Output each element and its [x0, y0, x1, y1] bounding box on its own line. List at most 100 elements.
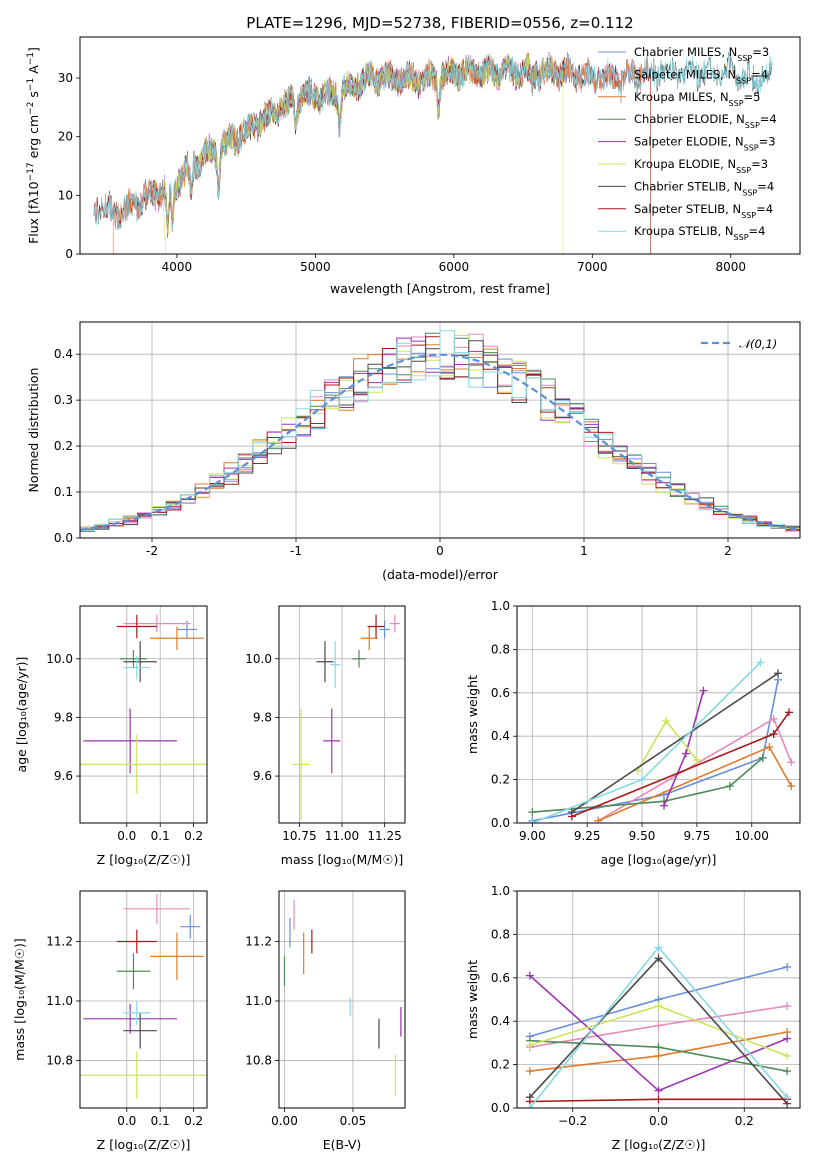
- weight-marker-kroupa-stelib: [783, 1093, 792, 1102]
- x-axis-label: Z [log₁₀(Z/Z☉)]: [97, 852, 191, 867]
- y-tick-label: 0.4: [491, 1014, 510, 1028]
- age-vs-Z-plot: 0.0 0.1 0.2 9.6 9.8 10.0 Z [log₁₀(Z/Z☉)] age [l…: [14, 605, 208, 867]
- legend-label-salpeter-elodie: Salpeter ELODIE, NSSP=3: [634, 135, 776, 153]
- x-tick-label: 0.05: [340, 1114, 367, 1128]
- weight-marker-salpeter-stelib: [567, 812, 576, 821]
- weight-marker-kroupa-stelib: [654, 943, 663, 952]
- errorbar-kroupa-stelib: [330, 641, 341, 689]
- weight-line-chabrier-miles: [532, 679, 779, 822]
- legend-label-sub: SSP: [736, 166, 751, 175]
- y-tick-label: 0.6: [491, 686, 510, 700]
- y-axis-label-part: 10: [26, 181, 41, 197]
- age-vs-mass-plot: 10.75 11.00 11.25 9.6 9.8 10.0 mass [log₁₀(M/M…: [245, 605, 406, 867]
- y-tick-label: 10: [58, 188, 73, 202]
- grid-lines: [517, 605, 800, 824]
- weight-marker-salpeter-miles: [783, 1002, 792, 1011]
- y-tick-label: 1.0: [491, 884, 510, 898]
- legend-label-tail: =4: [751, 67, 768, 81]
- weight-marker-salpeter-miles: [787, 758, 796, 767]
- y-tick-label: 10.0: [46, 652, 73, 666]
- y-axis-label-part: −1: [26, 52, 36, 65]
- legend-label-kroupa-elodie: Kroupa ELODIE, NSSP=3: [634, 157, 768, 175]
- y-axis-label: mass weight: [465, 675, 480, 754]
- legend-label-sub: SSP: [734, 233, 749, 242]
- errorbar-salpeter-stelib: [116, 929, 157, 954]
- weight-marker-chabrier-elodie: [725, 782, 734, 791]
- weight-marker-kroupa-stelib: [638, 775, 647, 784]
- y-tick-label: 30: [58, 71, 73, 85]
- x-tick-label: 9.50: [629, 829, 656, 843]
- errorbar-salpeter-elodie: [83, 1003, 177, 1034]
- errorbar-kroupa-stelib: [123, 655, 151, 680]
- x-tick-label: −0.2: [558, 1114, 587, 1128]
- spectrum-line-kroupa-elodie: [162, 53, 564, 254]
- y-tick-label: 9.8: [253, 710, 272, 724]
- legend-label-tail: =4: [757, 179, 774, 193]
- error-bars: [283, 899, 402, 1097]
- y-axis-label-part: s: [26, 91, 41, 102]
- x-tick-label: 0.1: [151, 829, 170, 843]
- weight-marker-salpeter-stelib: [654, 1095, 663, 1104]
- errorbar-chabrier-stelib: [316, 641, 334, 683]
- y-tick-label: 0.8: [491, 642, 510, 656]
- y-tick-label: 20: [58, 130, 73, 144]
- legend-label-main: Chabrier MILES, N: [634, 45, 737, 59]
- x-tick-label: 6000: [439, 260, 470, 274]
- x-tick-label: 10.00: [735, 829, 769, 843]
- legend-label-main: Kroupa ELODIE, N: [634, 157, 736, 171]
- errorbar-salpeter-miles: [389, 614, 400, 633]
- y-axis-label-part: erg cm: [26, 115, 41, 163]
- errorbar-chabrier-miles: [379, 620, 390, 639]
- weight-marker-kroupa-miles: [654, 1051, 663, 1060]
- axes-frame: [278, 890, 406, 1109]
- weight-line-salpeter-miles: [597, 717, 792, 822]
- legend-label-salpeter-stelib: Salpeter STELIB, NSSP=4: [634, 202, 773, 220]
- errorbar-kroupa-miles: [150, 626, 204, 650]
- x-axis-label: wavelength [Angstrom, rest frame]: [330, 281, 550, 296]
- legend-label-chabrier-stelib: Chabrier STELIB, NSSP=4: [634, 179, 774, 197]
- x-tick-label: 8000: [715, 260, 746, 274]
- legend-label-main: Chabrier ELODIE, N: [634, 112, 745, 126]
- weight-marker-chabrier-miles: [783, 962, 792, 971]
- errorbar-salpeter-miles: [123, 893, 191, 924]
- y-tick-label: 10.0: [245, 652, 272, 666]
- legend-label-sub: SSP: [737, 54, 752, 63]
- legend-label-tail: =3: [752, 45, 769, 59]
- errorbar-chabrier-miles: [180, 914, 201, 939]
- error-bars: [80, 614, 207, 794]
- y-tick-label: 10.8: [46, 1053, 73, 1067]
- errorbar-salpeter-miles: [123, 614, 191, 633]
- y-tick-label: 0.2: [54, 439, 73, 453]
- legend-label-kroupa-stelib: Kroupa STELIB, NSSP=4: [634, 224, 765, 242]
- y-axis-label-part: Flux [f: [26, 204, 41, 244]
- errorbar-kroupa-miles: [360, 626, 378, 650]
- x-tick-label: -1: [290, 544, 302, 558]
- y-tick-label: 11.0: [46, 994, 73, 1008]
- spectrum-lines: [93, 51, 773, 254]
- errorbar-salpeter-stelib: [367, 614, 385, 639]
- legend-label-sub: SSP: [745, 121, 760, 130]
- weight-marker-kroupa-miles: [787, 782, 796, 791]
- errorbar-kroupa-elodie: [80, 735, 207, 794]
- weight-marker-kroupa-elodie: [783, 1051, 792, 1060]
- weight-marker-salpeter-elodie: [525, 971, 534, 980]
- grid-lines: [279, 606, 405, 823]
- legend-label-normal: 𝒩(0,1): [739, 337, 777, 351]
- legend-label-main: Kroupa STELIB, N: [634, 224, 734, 238]
- y-tick-label: 9.8: [54, 710, 73, 724]
- grid-lines: [80, 606, 207, 823]
- axes-frame: [516, 890, 801, 1109]
- weight-marker-salpeter-elodie: [681, 749, 690, 758]
- x-tick-label: 11.25: [367, 829, 401, 843]
- y-tick-label: 0.0: [54, 531, 73, 545]
- weight-marker-kroupa-miles: [765, 743, 774, 752]
- weights-vs-age-plot: 9.00 9.25 9.50 9.75 10.00 0.0 0.2 0.4 0.6 0.8 1.0 a…: [465, 599, 801, 867]
- errorbar-chabrier-elodie: [352, 649, 366, 668]
- legend-label-main: Chabrier STELIB, N: [634, 179, 742, 193]
- y-tick-label: 10.8: [245, 1053, 272, 1067]
- weight-line-salpeter-elodie: [663, 690, 705, 806]
- residuals-plot: -2 -1 0 1 2 0.0 0.1 0.2 0.3 0.4 (data-model)/error…: [26, 321, 801, 582]
